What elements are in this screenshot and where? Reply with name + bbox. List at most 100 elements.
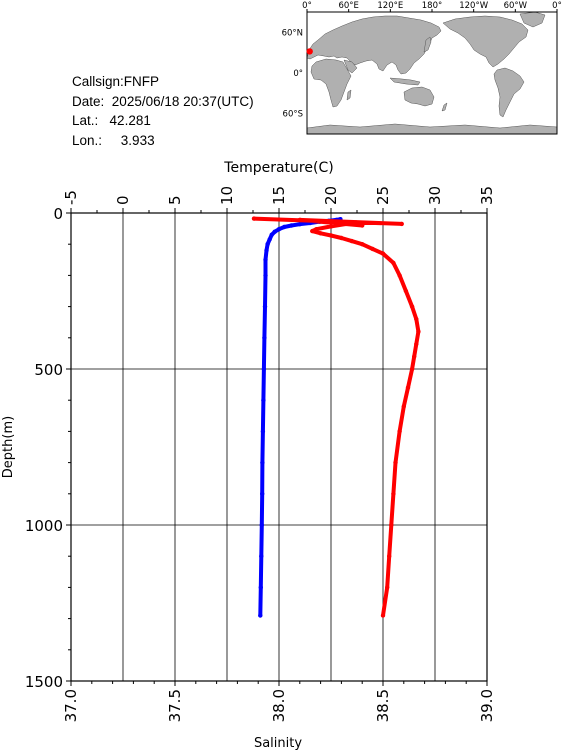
temperature-point xyxy=(272,229,277,234)
map-lon-tick-label: 180° xyxy=(422,1,442,11)
temperature-axis-title: Temperature(C) xyxy=(223,160,333,176)
antarctica-shape xyxy=(307,123,557,134)
salinity-point xyxy=(414,341,419,347)
africa-shape xyxy=(310,58,352,108)
map-lat-tick-label: 0° xyxy=(293,69,303,79)
new-zealand-shape xyxy=(441,102,448,112)
temperature-tick-label: 25 xyxy=(374,186,392,205)
map-lon-tick-label: 120°W xyxy=(459,1,488,11)
temperature-tick-label: 20 xyxy=(322,186,340,205)
salinity-point xyxy=(328,224,334,229)
australia-shape xyxy=(403,86,435,107)
callsign-value: FNFP xyxy=(123,74,160,89)
temperature-point xyxy=(258,585,263,590)
depth-tick-label: 0 xyxy=(53,205,63,223)
temperature-point xyxy=(263,257,268,262)
salinity-point xyxy=(391,260,396,266)
map-lon-tick-label: 0° xyxy=(302,1,312,11)
temperature-tick-label: 30 xyxy=(426,186,444,205)
lat-label: Lat.: xyxy=(72,113,99,128)
salinity-point xyxy=(349,238,354,244)
temperature-tick-label: 35 xyxy=(478,186,496,205)
map-land xyxy=(307,12,557,134)
lat-value: 42.281 xyxy=(109,113,151,128)
temperature-point xyxy=(289,223,294,228)
salinity-point xyxy=(380,613,386,618)
salinity-point xyxy=(414,316,419,322)
indonesia-shape xyxy=(389,77,421,86)
callsign-label: Callsign: xyxy=(72,74,124,89)
map-lon-tick-label: 60°W xyxy=(504,1,528,11)
temperature-tick-label: 5 xyxy=(166,195,184,205)
salinity-point xyxy=(401,404,406,409)
temperature-point xyxy=(260,491,265,496)
depth-tick-label: 500 xyxy=(34,361,63,379)
map-lon-tick-label: 60°E xyxy=(338,1,358,11)
salinity-point xyxy=(310,228,315,234)
depth-tick-label: 1500 xyxy=(25,673,63,691)
salinity-point xyxy=(409,366,415,372)
temperature-tick-label: -5 xyxy=(62,190,80,205)
salinity-point xyxy=(380,251,386,256)
depth-axis-title: Depth(m) xyxy=(1,416,16,478)
eurasia-shape xyxy=(307,15,442,75)
date-label: Date: xyxy=(72,93,105,109)
salinity-tick-label: 39.0 xyxy=(478,689,496,722)
salinity-point xyxy=(370,246,375,252)
temperature-point xyxy=(267,237,272,242)
salinity-point xyxy=(403,288,409,294)
temperature-point xyxy=(269,232,274,237)
temperature-point xyxy=(258,613,263,618)
salinity-tick-label: 38.5 xyxy=(374,689,392,722)
salinity-point xyxy=(314,227,319,232)
japan-shape xyxy=(423,36,432,53)
salinity-point xyxy=(297,217,302,223)
temperature-point xyxy=(262,304,268,309)
salinity-point xyxy=(387,554,392,559)
salinity-point xyxy=(393,460,398,465)
salinity-point xyxy=(385,585,390,590)
temperature-point xyxy=(264,248,269,253)
temperature-point xyxy=(261,366,267,372)
map-lon-tick-label: 120°E xyxy=(377,1,403,11)
lon-value: 3.933 xyxy=(120,132,155,148)
temperature-point xyxy=(260,460,265,465)
temperature-point xyxy=(259,522,264,528)
salinity-tick-label: 38.0 xyxy=(270,689,288,722)
salinity-tick-label: 37.0 xyxy=(62,689,80,722)
salinity-point xyxy=(409,304,415,309)
lon-label: Lon.: xyxy=(72,132,103,148)
temperature-point xyxy=(263,273,268,278)
location-map: 0° 60°E 120°E 180° 120°W 60°W 0° 60°N 0° 60°S xyxy=(282,1,562,135)
north-america-shape xyxy=(442,15,529,68)
date-row: Date: 2025/06/18 20:37(UTC) xyxy=(72,92,254,112)
salinity-point xyxy=(397,273,402,278)
lon-row: Lon.: 3.933 xyxy=(72,131,254,151)
temperature-point xyxy=(276,227,282,232)
station-marker xyxy=(306,48,313,55)
lat-row: Lat.: 42.281 xyxy=(72,111,254,131)
temperature-point xyxy=(261,398,266,403)
station-info: Callsign:FNFP Date: 2025/06/18 20:37(UTC… xyxy=(72,72,254,150)
greenland-shape xyxy=(519,12,546,28)
temperature-tick-label: 15 xyxy=(270,186,288,205)
temperature-tick-label: 10 xyxy=(218,186,236,205)
salinity-point xyxy=(353,220,359,225)
arabia-shape xyxy=(343,59,358,74)
temperature-point xyxy=(260,429,266,434)
callsign-row: Callsign:FNFP xyxy=(72,72,254,92)
madagascar-shape xyxy=(346,89,352,101)
salinity-point xyxy=(397,429,402,434)
temperature-point xyxy=(265,242,270,247)
date-value: 2025/06/18 20:37(UTC) xyxy=(111,93,254,109)
temperature-point xyxy=(259,554,264,559)
map-lon-tick-label: 0° xyxy=(552,1,562,11)
salinity-point xyxy=(360,242,365,247)
temperature-point xyxy=(297,222,302,227)
salinity-point xyxy=(405,385,411,390)
salinity-point xyxy=(318,231,323,236)
salinity-point xyxy=(391,491,396,496)
salinity-point xyxy=(416,329,421,334)
